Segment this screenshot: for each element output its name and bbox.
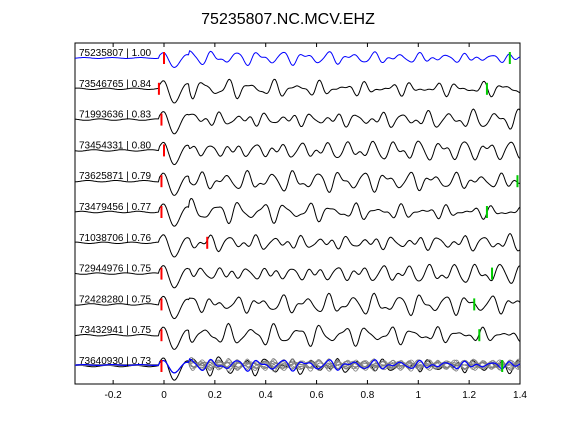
trace-label-0: 75235807 | 1.00 <box>79 48 152 59</box>
trace-label-6: 71038706 | 0.76 <box>79 233 152 244</box>
x-tick-label-5: 0.8 <box>360 390 374 401</box>
trace-label-7: 72944976 | 0.75 <box>79 264 152 275</box>
trace-line-4 <box>74 169 521 196</box>
trace-line-3 <box>74 140 521 166</box>
trace-line-5 <box>74 197 521 227</box>
x-tick-label-2: 0.2 <box>208 390 222 401</box>
trace-label-1: 73546765 | 0.84 <box>79 79 152 90</box>
x-tick-label-0: -0.2 <box>105 390 123 401</box>
x-tick-label-3: 0.4 <box>259 390 273 401</box>
trace-labels: 75235807 | 1.00 73546765 | 0.84 71993636 |… <box>79 48 152 367</box>
trace-label-4: 73625871 | 0.79 <box>79 171 152 182</box>
trace-label-10: 73640930 | 0.73 <box>79 356 152 367</box>
trace-line-1 <box>74 78 521 104</box>
trace-line-7 <box>74 263 521 289</box>
trace-label-5: 73479456 | 0.77 <box>79 202 152 213</box>
stack-reference-trace <box>74 358 521 374</box>
x-tick-label-1: 0 <box>161 390 167 401</box>
trace-label-8: 72428280 | 0.75 <box>79 294 152 305</box>
traces-layer <box>74 50 521 381</box>
trace-line-2 <box>74 108 521 135</box>
trace-line-6 <box>75 232 521 258</box>
picks-layer <box>157 52 519 372</box>
x-axis: -0.2 0 0.2 0.4 0.6 0.8 1 1.2 1.4 <box>105 43 527 401</box>
x-tick-label-4: 0.6 <box>310 390 324 401</box>
trace-line-9 <box>74 322 521 350</box>
trace-label-2: 71993636 | 0.83 <box>79 110 152 121</box>
x-tick-label-8: 1.4 <box>513 390 527 401</box>
trace-line-0 <box>74 50 521 69</box>
chart-title: 75235807.NC.MCV.EHZ <box>201 11 375 28</box>
plot-frame <box>74 42 521 385</box>
trace-label-3: 73454331 | 0.80 <box>79 140 152 151</box>
x-tick-label-7: 1.2 <box>462 390 476 401</box>
trace-label-9: 73432941 | 0.75 <box>79 325 152 336</box>
trace-line-8 <box>74 292 521 320</box>
x-tick-label-6: 1 <box>416 390 422 401</box>
